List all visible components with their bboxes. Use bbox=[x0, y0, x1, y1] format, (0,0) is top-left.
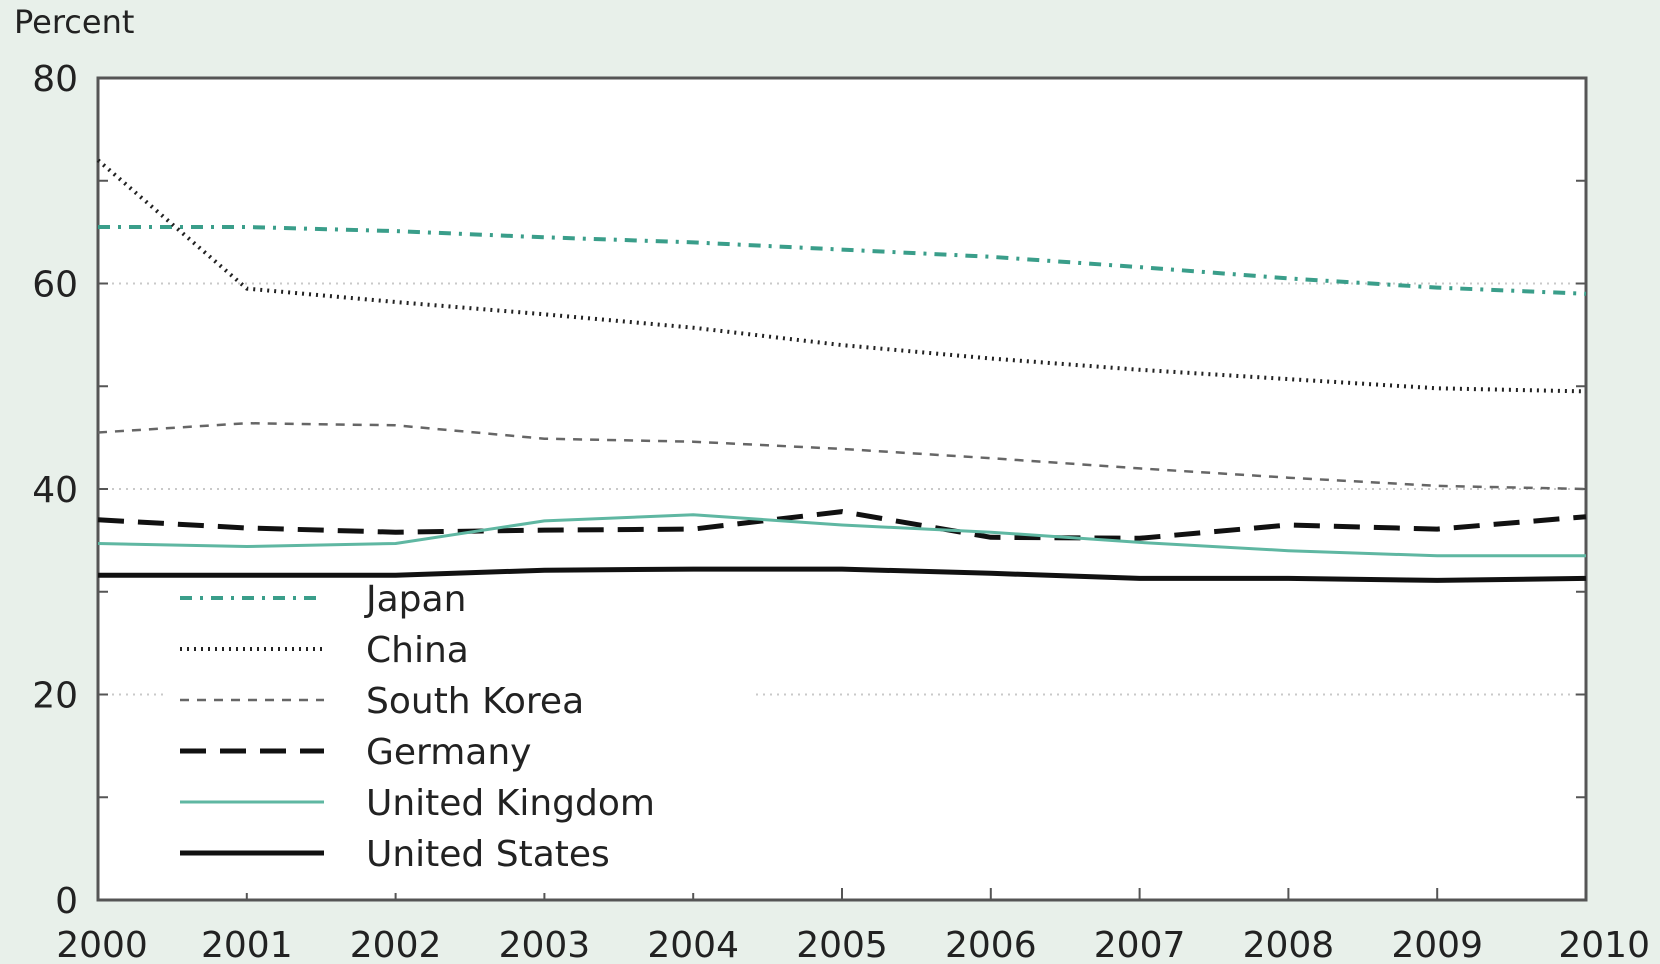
series-line-germany bbox=[97, 509, 1587, 541]
x-tick-label: 2009 bbox=[1391, 925, 1483, 964]
x-tick-label: 2004 bbox=[647, 925, 739, 964]
y-tick-label: 0 bbox=[55, 881, 78, 922]
series-line-south-korea bbox=[97, 421, 1587, 491]
legend-label: United States bbox=[366, 834, 610, 875]
gridlines bbox=[98, 282, 1586, 696]
x-tick-label: 2010 bbox=[1558, 925, 1650, 964]
x-tick-label: 2000 bbox=[56, 925, 148, 964]
y-axis-tick-labels: 0 20 40 60 80 bbox=[32, 59, 78, 922]
legend-label: Japan bbox=[364, 579, 466, 620]
x-tick-label: 2007 bbox=[1094, 925, 1186, 964]
y-axis-title: Percent bbox=[14, 3, 134, 41]
series-line-united-kingdom bbox=[97, 513, 1586, 558]
legend-label: China bbox=[366, 630, 469, 671]
y-tick-label: 60 bbox=[32, 265, 78, 306]
x-axis-tick-labels: 2000 2001 2002 2003 2004 2005 2006 2007 2008 2009… bbox=[56, 925, 1650, 964]
series-line-japan bbox=[98, 225, 1587, 296]
legend-background bbox=[166, 575, 754, 893]
series-line-united-states bbox=[98, 566, 1587, 583]
y-tick-label: 80 bbox=[32, 59, 78, 100]
x-tick-label: 2002 bbox=[350, 925, 442, 964]
legend-label: Germany bbox=[366, 732, 531, 773]
x-tick-label: 2006 bbox=[945, 925, 1037, 964]
y-tick-label: 20 bbox=[32, 676, 78, 717]
legend: Japan China South Korea Germany United Kingd… bbox=[166, 575, 754, 893]
x-tick-label: 2008 bbox=[1243, 925, 1335, 964]
legend-label: South Korea bbox=[366, 681, 584, 722]
y-tick-label: 40 bbox=[32, 470, 78, 511]
series-lines bbox=[96, 158, 1587, 583]
x-tick-label: 2003 bbox=[499, 925, 591, 964]
x-tick-label: 2001 bbox=[201, 925, 293, 964]
x-tick-label: 2005 bbox=[796, 925, 888, 964]
legend-label: United Kingdom bbox=[366, 783, 655, 824]
